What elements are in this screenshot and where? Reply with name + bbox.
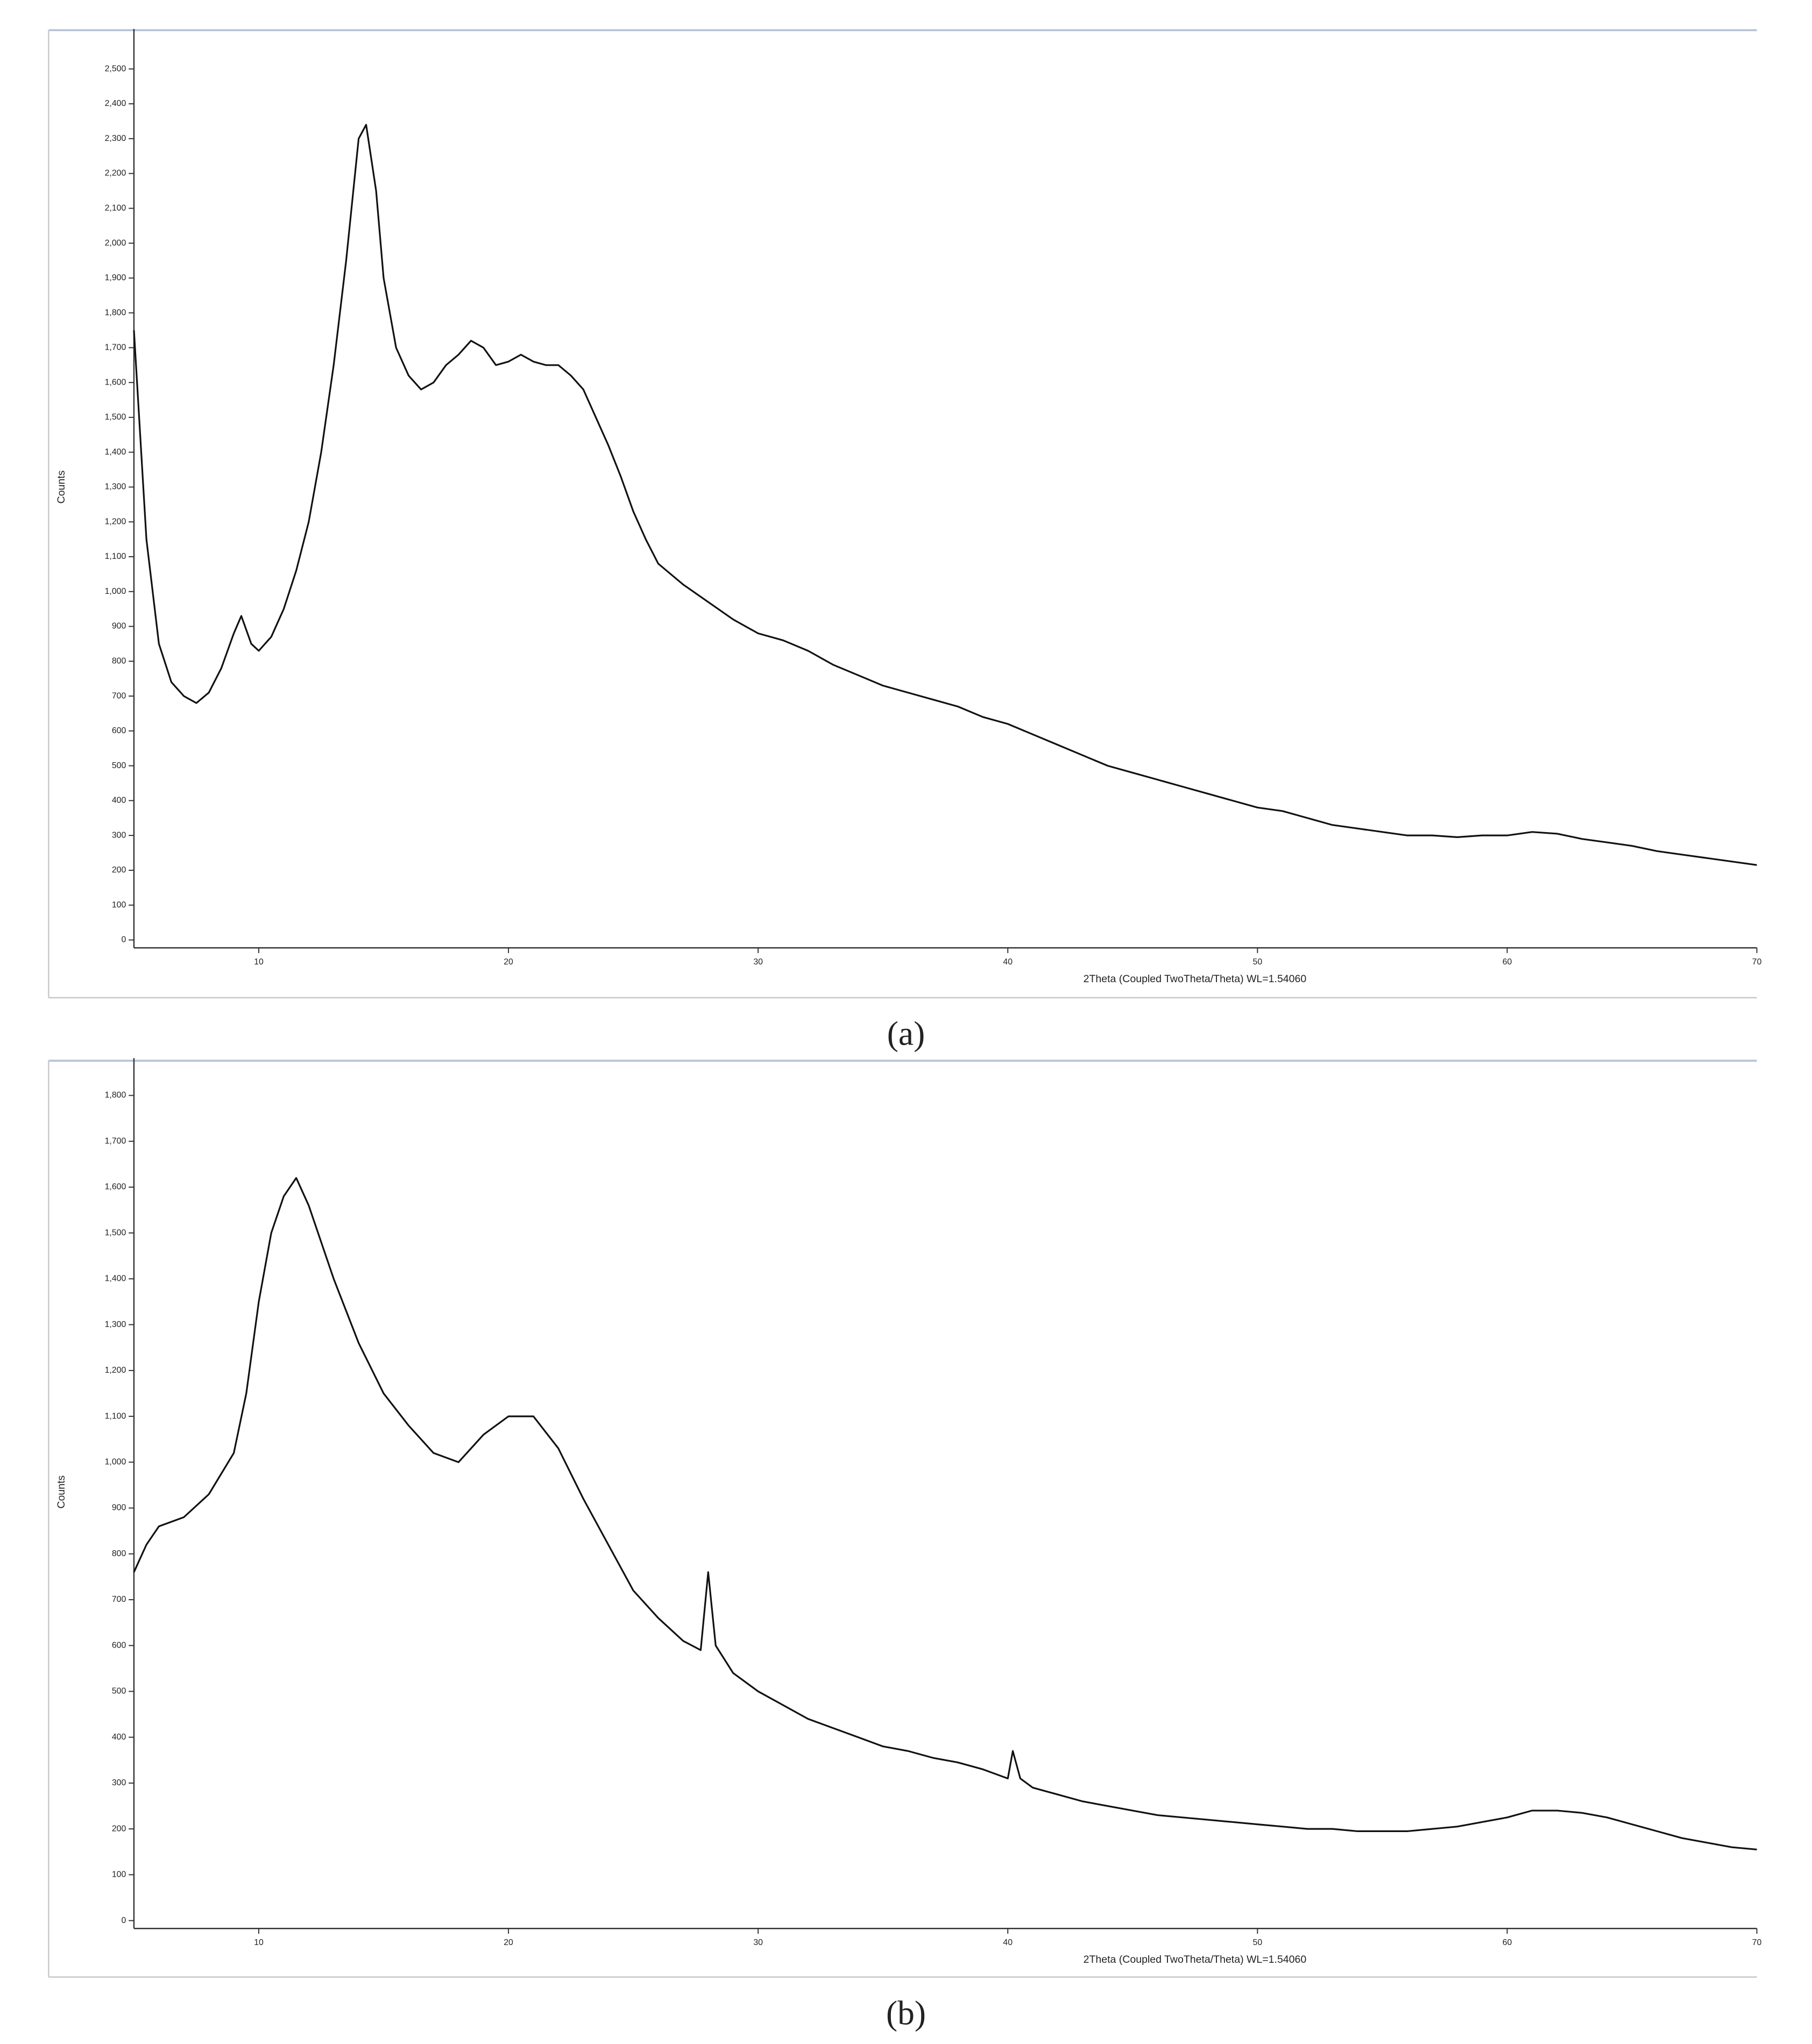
y-tick-label: 1,600 bbox=[105, 378, 126, 387]
y-axis-label: Counts bbox=[55, 470, 67, 503]
y-tick-label: 1,800 bbox=[105, 308, 126, 317]
x-tick-label: 20 bbox=[504, 1938, 513, 1947]
y-tick-label: 100 bbox=[112, 1870, 126, 1879]
caption: (b) bbox=[886, 1993, 926, 2032]
x-tick-label: 10 bbox=[254, 957, 264, 967]
y-tick-label: 1,200 bbox=[105, 517, 126, 526]
y-tick-label: 500 bbox=[112, 1687, 126, 1696]
y-tick-label: 1,400 bbox=[105, 448, 126, 457]
y-tick-label: 2,100 bbox=[105, 203, 126, 212]
data-line bbox=[133, 124, 1757, 866]
x-tick-label: 10 bbox=[254, 1938, 264, 1947]
x-tick-label: 70 bbox=[1752, 1938, 1762, 1947]
y-tick-label: 600 bbox=[112, 726, 126, 735]
x-axis-label: 2Theta (Coupled TwoTheta/Theta) WL=1.540… bbox=[1084, 973, 1307, 985]
y-tick-label: 1,400 bbox=[105, 1274, 126, 1283]
y-tick-label: 700 bbox=[112, 1595, 126, 1604]
y-tick-label: 200 bbox=[112, 1824, 126, 1833]
x-tick-label: 30 bbox=[753, 957, 763, 967]
y-tick-label: 2,500 bbox=[105, 64, 126, 73]
y-tick-label: 800 bbox=[112, 656, 126, 665]
y-tick-label: 600 bbox=[112, 1641, 126, 1650]
x-tick-label: 60 bbox=[1503, 957, 1512, 967]
y-tick-label: 800 bbox=[112, 1549, 126, 1558]
y-tick-label: 1,000 bbox=[105, 1458, 126, 1467]
x-tick-label: 30 bbox=[753, 1938, 763, 1947]
y-tick-label: 500 bbox=[112, 761, 126, 770]
y-tick-label: 1,100 bbox=[105, 1411, 126, 1421]
y-tick-label: 900 bbox=[112, 622, 126, 631]
y-tick-label: 1,500 bbox=[105, 413, 126, 422]
y-tick-label: 1,300 bbox=[105, 482, 126, 492]
y-tick-label: 1,500 bbox=[105, 1228, 126, 1237]
x-tick-label: 60 bbox=[1503, 1938, 1512, 1947]
y-tick-label: 200 bbox=[112, 865, 126, 875]
y-tick-label: 300 bbox=[112, 831, 126, 840]
y-tick-label: 1,300 bbox=[105, 1320, 126, 1329]
x-tick-label: 20 bbox=[504, 957, 513, 967]
x-tick-label: 40 bbox=[1003, 1938, 1013, 1947]
x-tick-label: 70 bbox=[1752, 957, 1762, 967]
y-tick-label: 700 bbox=[112, 691, 126, 700]
x-axis-label: 2Theta (Coupled TwoTheta/Theta) WL=1.540… bbox=[1084, 1954, 1307, 1965]
y-tick-label: 0 bbox=[121, 935, 126, 945]
y-tick-label: 400 bbox=[112, 1733, 126, 1742]
y-tick-label: 400 bbox=[112, 796, 126, 805]
y-tick-label: 1,800 bbox=[105, 1091, 126, 1100]
y-tick-label: 1,600 bbox=[105, 1182, 126, 1191]
y-tick-label: 1,200 bbox=[105, 1366, 126, 1375]
y-tick-label: 900 bbox=[112, 1503, 126, 1513]
y-tick-label: 2,300 bbox=[105, 134, 126, 143]
y-tick-label: 0 bbox=[121, 1916, 126, 1925]
x-tick-label: 50 bbox=[1253, 1938, 1263, 1947]
y-axis-label: Counts bbox=[55, 1475, 67, 1509]
caption: (a) bbox=[887, 1014, 925, 1053]
y-tick-label: 2,200 bbox=[105, 169, 126, 178]
y-tick-label: 2,000 bbox=[105, 238, 126, 247]
y-tick-label: 2,400 bbox=[105, 99, 126, 108]
x-tick-label: 50 bbox=[1253, 957, 1263, 967]
x-tick-label: 40 bbox=[1003, 957, 1013, 967]
y-tick-label: 1,700 bbox=[105, 1137, 126, 1146]
y-tick-label: 300 bbox=[112, 1778, 126, 1787]
y-tick-label: 1,700 bbox=[105, 343, 126, 352]
data-line bbox=[133, 1177, 1757, 1851]
y-tick-label: 1,100 bbox=[105, 552, 126, 561]
y-tick-label: 100 bbox=[112, 900, 126, 910]
y-tick-label: 1,000 bbox=[105, 587, 126, 596]
y-tick-label: 1,900 bbox=[105, 273, 126, 282]
